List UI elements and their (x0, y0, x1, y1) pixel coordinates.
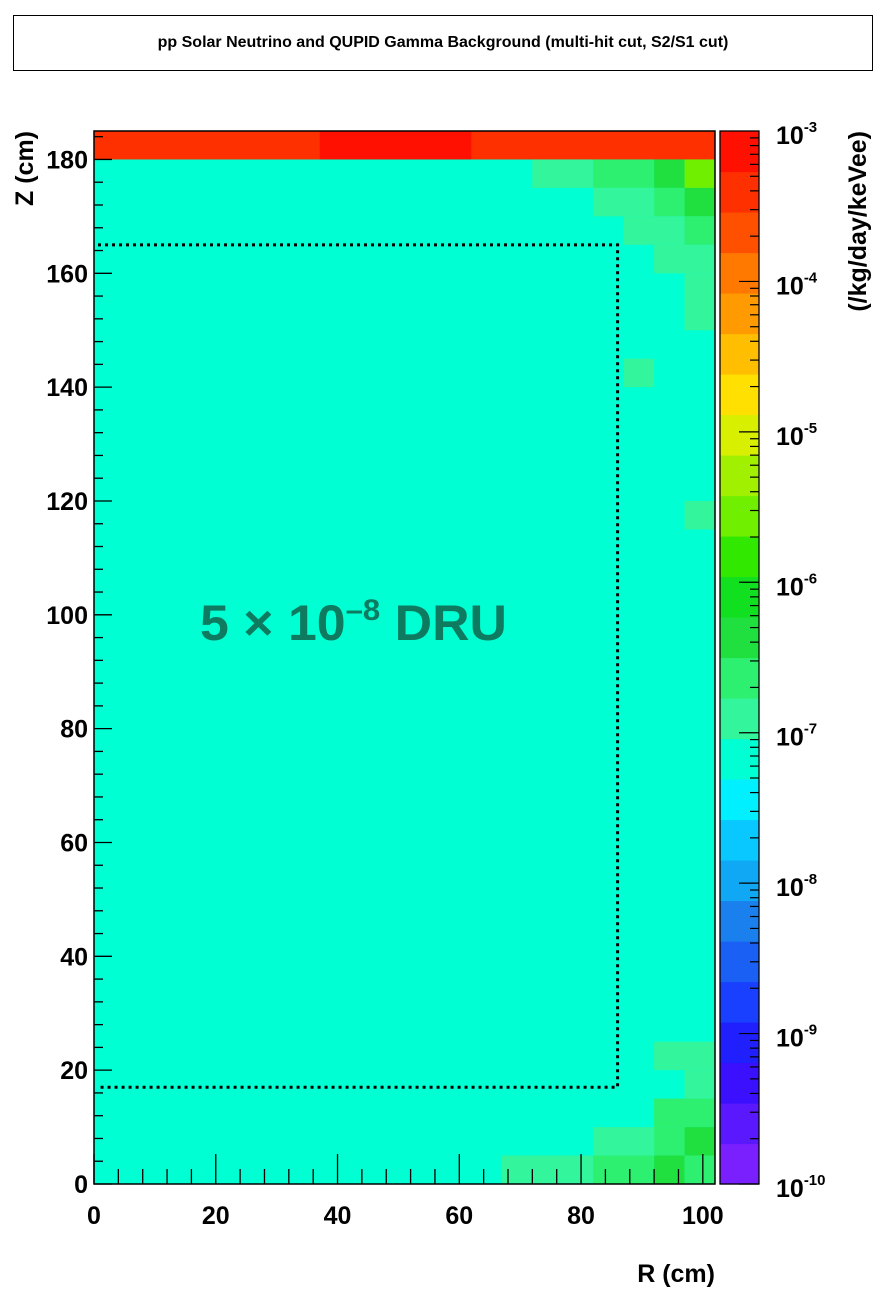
heatmap-cell (593, 187, 655, 217)
y-tick-label: 100 (46, 602, 88, 630)
heatmap-cell (684, 1070, 715, 1099)
heatmap-cell (593, 1155, 655, 1184)
x-axis-label: R (cm) (637, 1260, 715, 1288)
colorbar-segment (720, 819, 759, 861)
colorbar-tick-label: 10-3 (776, 119, 817, 150)
heatmap-background-cell (94, 131, 715, 1184)
heatmap-cell (654, 1041, 715, 1071)
y-tick-label: 20 (60, 1057, 88, 1085)
colorbar-tick-label: 10-7 (776, 721, 817, 752)
colorbar-segment (720, 333, 759, 375)
heatmap-cell (623, 216, 685, 245)
colorbar-label: (/kg/day/keVee) (844, 131, 872, 312)
heatmap-cell (684, 500, 715, 530)
colorbar-segment (720, 1103, 759, 1145)
colorbar-segment (720, 252, 759, 294)
y-tick-label: 80 (60, 716, 88, 744)
colorbar-tick-label: 10-8 (776, 871, 817, 902)
colorbar-tick-label: 10-6 (776, 570, 817, 601)
y-tick-label: 180 (46, 146, 88, 174)
heatmap-cell (471, 131, 715, 160)
heatmap-cell (684, 273, 715, 331)
colorbar-segment (720, 981, 759, 1023)
colorbar-segment (720, 617, 759, 659)
heatmap-cell (593, 159, 655, 188)
colorbar-tick-label: 10-4 (776, 269, 818, 300)
heatmap-cell (532, 159, 594, 188)
heatmap-cell (94, 131, 320, 160)
heatmap-cell (654, 244, 715, 274)
y-tick-label: 40 (60, 943, 88, 971)
x-tick-label: 20 (202, 1202, 230, 1230)
colorbar-segment (720, 1143, 759, 1185)
plot-frame (93, 130, 716, 1185)
colorbar-segment (720, 455, 759, 497)
heatmap-cell (654, 1155, 685, 1184)
chart-title-box: pp Solar Neutrino and QUPID Gamma Backgr… (13, 15, 873, 71)
heatmap-cell (623, 358, 655, 388)
colorbar-tick-label: 10-10 (776, 1172, 826, 1203)
heatmap-cell (654, 187, 685, 217)
heatmap-cell (501, 1155, 594, 1184)
x-tick-label: 80 (567, 1202, 595, 1230)
annotation-dru: 5 × 10 –8 DRU (200, 594, 507, 651)
chart-title: pp Solar Neutrino and QUPID Gamma Backgr… (157, 34, 729, 51)
heatmap-cell (684, 1155, 715, 1184)
y-tick-label: 140 (46, 374, 88, 402)
colorbar-segment (720, 293, 759, 335)
heatmap-cell (684, 187, 715, 217)
x-tick-label: 60 (445, 1202, 473, 1230)
colorbar-segment (720, 1022, 759, 1064)
colorbar-segment (720, 738, 759, 780)
colorbar-segment (720, 860, 759, 902)
y-tick-label: 60 (60, 829, 88, 857)
colorbar-segment (720, 657, 759, 699)
colorbar-segment (720, 900, 759, 942)
colorbar-segment (720, 212, 759, 254)
fiducial-region-outline (98, 243, 620, 1089)
y-axis-label: Z (cm) (11, 131, 39, 206)
x-tick-label: 40 (324, 1202, 352, 1230)
y-tick-label: 0 (74, 1171, 88, 1199)
colorbar-segment (720, 414, 759, 456)
y-tick-label: 160 (46, 260, 88, 288)
colorbar-segment (720, 131, 759, 173)
heatmap-cell (654, 1098, 715, 1128)
heatmap-cell (684, 216, 715, 245)
heatmap-cell (684, 159, 715, 188)
colorbar-tick-label: 10-9 (776, 1022, 817, 1053)
colorbar-segment (720, 171, 759, 213)
heatmap-cell (684, 1127, 715, 1156)
heatmap-cell (593, 1127, 655, 1156)
heatmap-cell (654, 1127, 685, 1156)
y-tick-label: 120 (46, 488, 88, 516)
colorbar-segment (720, 374, 759, 416)
colorbar-segment (720, 536, 759, 578)
colorbar-tick-label: 10-5 (776, 420, 817, 451)
heatmap-cell (654, 159, 685, 188)
x-tick-label: 100 (682, 1202, 724, 1230)
colorbar-segment (720, 779, 759, 821)
x-tick-label: 0 (87, 1202, 101, 1230)
colorbar-segment (720, 495, 759, 537)
colorbar-segment (720, 1062, 759, 1104)
heatmap-cell (319, 131, 472, 160)
